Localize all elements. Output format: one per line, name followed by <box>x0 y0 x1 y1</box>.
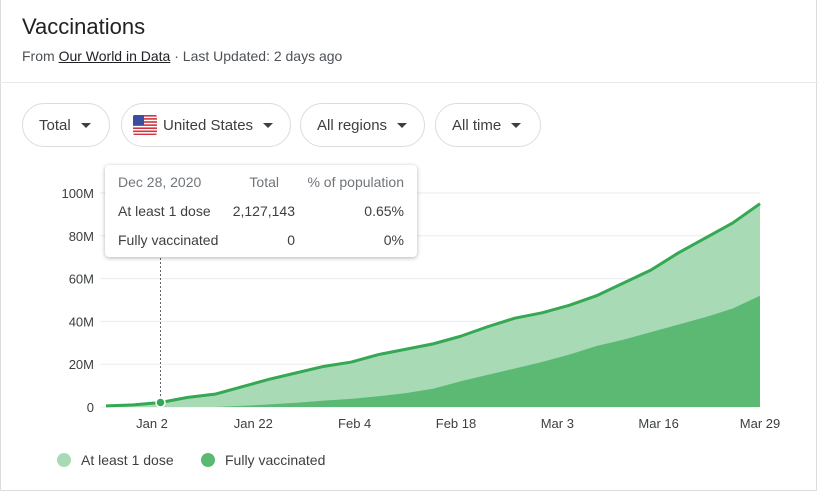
x-tick-label: Feb 4 <box>338 416 371 431</box>
source-line: From Our World in Data · Last Updated: 2… <box>22 48 342 64</box>
legend-item-at-least-one-dose[interactable]: At least 1 dose <box>57 452 174 468</box>
y-tick-label: 0 <box>87 400 94 415</box>
source-prefix: From <box>22 48 55 64</box>
total-dropdown-label: Total <box>39 116 71 134</box>
chevron-down-icon <box>397 122 408 128</box>
last-updated: · Last Updated: 2 days ago <box>174 48 343 64</box>
tooltip-row-label: At least 1 dose <box>118 203 211 219</box>
tooltip-date: Dec 28, 2020 <box>118 174 202 190</box>
page-title: Vaccinations <box>22 14 146 39</box>
chevron-down-icon <box>80 122 91 128</box>
chart-areas <box>105 202 761 408</box>
tooltip-row-total: 0 <box>287 232 295 248</box>
line-at-least-one-dose <box>105 202 761 408</box>
y-tick-label: 100M <box>61 186 94 201</box>
range-dropdown[interactable]: All time <box>435 103 541 147</box>
total-dropdown[interactable]: Total <box>22 103 110 147</box>
tooltip-row-pct: 0% <box>383 232 404 248</box>
legend-item-fully-vaccinated[interactable]: Fully vaccinated <box>201 452 325 468</box>
x-tick-label: Mar 29 <box>740 416 780 431</box>
y-axis-labels: 0 20M 40M 60M 80M 100M <box>61 186 94 415</box>
x-tick-label: Mar 16 <box>638 416 678 431</box>
legend-swatch-dark <box>201 453 215 467</box>
source-link[interactable]: Our World in Data <box>58 48 171 64</box>
range-dropdown-label: All time <box>452 116 502 134</box>
legend-label: At least 1 dose <box>81 452 174 468</box>
x-tick-label: Mar 3 <box>541 416 574 431</box>
y-tick-label: 80M <box>69 229 94 244</box>
hover-point <box>155 397 166 408</box>
chart-tooltip: Dec 28, 2020 Total % of population At le… <box>105 165 417 257</box>
x-tick-label: Feb 18 <box>436 416 476 431</box>
y-tick-label: 60M <box>69 272 94 287</box>
country-dropdown[interactable]: United States <box>121 103 291 147</box>
region-dropdown-label: All regions <box>317 116 388 134</box>
x-tick-label: Jan 22 <box>234 416 273 431</box>
legend-label: Fully vaccinated <box>225 452 326 468</box>
y-tick-label: 40M <box>69 314 94 329</box>
header-divider <box>0 82 819 83</box>
tooltip-row-label: Fully vaccinated <box>118 232 219 248</box>
tooltip-total-header: Total <box>249 174 279 190</box>
region-dropdown[interactable]: All regions <box>300 103 425 147</box>
y-tick-label: 20M <box>69 357 94 372</box>
chevron-down-icon <box>511 122 522 128</box>
country-dropdown-label: United States <box>163 116 254 134</box>
area-fully-vaccinated <box>106 295 760 407</box>
tooltip-row-pct: 0.65% <box>364 203 404 219</box>
tooltip-row-total: 2,127,143 <box>232 203 295 219</box>
tooltip-pct-header: % of population <box>307 174 404 190</box>
legend-swatch-light <box>57 453 71 467</box>
chevron-down-icon <box>263 122 274 128</box>
us-flag-icon <box>133 115 157 135</box>
x-tick-label: Jan 2 <box>136 416 168 431</box>
x-axis-labels: Jan 2 Jan 22 Feb 4 Feb 18 Mar 3 Mar 16 Mar 29 <box>136 416 780 431</box>
